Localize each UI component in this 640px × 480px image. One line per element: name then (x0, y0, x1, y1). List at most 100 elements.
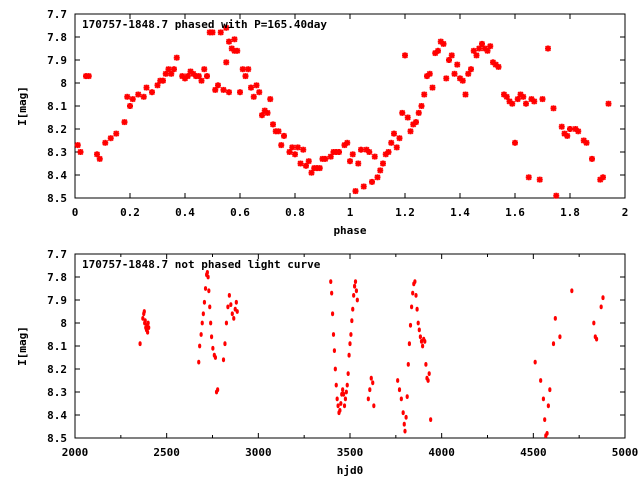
data-point (360, 183, 367, 190)
data-point (539, 96, 546, 103)
data-point (558, 334, 562, 340)
data-point (391, 130, 397, 137)
data-point (484, 47, 491, 54)
x-tick-label: 0.6 (230, 206, 250, 219)
data-point (545, 431, 549, 436)
data-point (329, 279, 333, 284)
data-point (476, 45, 483, 52)
data-point (465, 70, 472, 77)
y-axis-label: I[mag] (16, 326, 29, 366)
data-point (223, 341, 227, 347)
phased-light-curve-chart: 0 0.2 0.4 0.6 0.8 1 1.2 1.4 1.6 1.8 2 7.7 7.8 7.9 8 8.1… (16, 8, 628, 237)
data-point (327, 153, 334, 160)
x-tick-label: 1.2 (395, 206, 415, 219)
data-point (198, 343, 202, 349)
data-point (366, 149, 373, 155)
data-point (347, 158, 353, 165)
y-tick-label: 8.1 (47, 340, 67, 353)
data-point (338, 408, 342, 413)
data-point (417, 327, 421, 333)
data-point (599, 304, 603, 310)
x-tick-label: 0.2 (120, 206, 140, 219)
data-point (413, 279, 417, 284)
data-point (545, 45, 551, 52)
x-tick-label: 2 (622, 206, 629, 219)
data-point (600, 174, 606, 181)
unphased-light-curve-chart: 2000 2500 3000 3500 4000 4500 5000 7.7 7.8 7.9 8 8.… (16, 248, 638, 477)
data-point (410, 304, 414, 310)
data-point (245, 66, 252, 73)
data-point (570, 288, 574, 294)
data-point (231, 36, 238, 43)
data-point (558, 123, 565, 130)
data-point (239, 66, 246, 73)
data-point (215, 82, 221, 89)
data-point (396, 135, 403, 142)
data-point (333, 366, 337, 372)
data-point (250, 93, 257, 100)
data-point (102, 139, 109, 146)
data-point (401, 410, 405, 416)
data-point (553, 316, 557, 321)
data-point (342, 403, 347, 409)
data-point (270, 121, 276, 128)
data-point (343, 396, 348, 402)
data-point (406, 362, 410, 367)
data-point (289, 144, 296, 151)
data-point (242, 73, 249, 80)
data-point (217, 29, 224, 36)
data-point (487, 43, 494, 50)
y-tick-label: 7.9 (47, 294, 67, 307)
data-point (253, 82, 260, 89)
data-point (184, 73, 191, 80)
data-point (536, 176, 543, 183)
data-point (230, 311, 234, 317)
data-point (220, 86, 227, 93)
data-point (94, 151, 100, 158)
y-tick-label: 8.3 (47, 146, 67, 159)
data-point (512, 139, 518, 146)
data-point (374, 174, 381, 181)
data-point (424, 362, 428, 367)
data-point (339, 401, 343, 406)
data-point (594, 336, 599, 342)
data-point (234, 47, 241, 54)
data-point (202, 299, 207, 305)
data-point (107, 135, 114, 142)
data-point (147, 325, 151, 330)
data-point (198, 77, 205, 84)
data-point (142, 309, 146, 314)
data-point (235, 309, 239, 314)
data-point (195, 73, 202, 80)
x-tick-label: 5000 (612, 446, 639, 459)
x-tick-label: 4500 (520, 446, 547, 459)
data-point (503, 93, 510, 100)
data-point (203, 286, 208, 291)
y-tick-label: 7.9 (47, 54, 67, 67)
data-point (351, 306, 355, 312)
data-point (514, 96, 521, 103)
data-point (221, 357, 226, 363)
data-point (168, 70, 175, 77)
data-point (154, 82, 161, 89)
data-point (354, 288, 359, 294)
data-point (331, 332, 336, 337)
data-point (358, 146, 364, 153)
data-point (413, 119, 419, 126)
data-point (451, 70, 458, 77)
data-point (416, 320, 420, 326)
data-point (286, 149, 293, 155)
data-point (336, 403, 340, 409)
data-point (371, 153, 378, 160)
data-point (212, 86, 219, 93)
data-point (397, 387, 402, 393)
data-point (308, 169, 315, 176)
data-point (216, 387, 220, 393)
y-tick-label: 7.7 (47, 8, 67, 21)
y-tick-label: 8.4 (47, 409, 67, 422)
data-point (341, 387, 345, 393)
data-point (583, 139, 590, 146)
data-point (539, 378, 543, 383)
data-point (414, 293, 418, 298)
